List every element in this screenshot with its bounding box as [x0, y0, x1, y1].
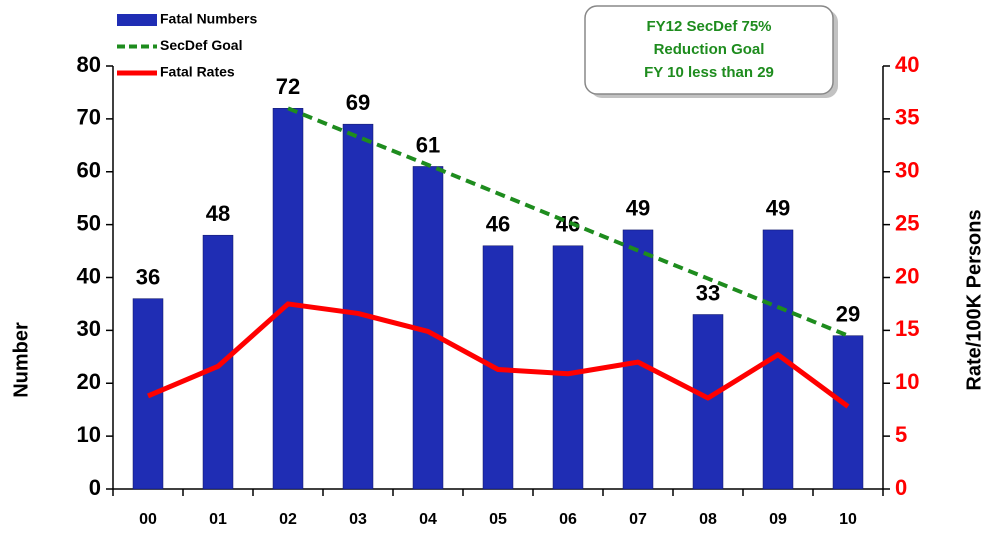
goal-line	[287, 106, 849, 338]
data-label: 49	[626, 196, 650, 221]
rate-line	[147, 301, 850, 409]
data-label: 29	[836, 301, 860, 326]
x-tick-label: 07	[629, 511, 647, 528]
data-label: 36	[136, 264, 160, 289]
bar	[832, 335, 864, 490]
y-tick-label: 20	[77, 369, 101, 394]
y2-tick-label: 10	[895, 369, 919, 394]
y-axis-label: Number	[10, 322, 32, 398]
bar	[692, 314, 724, 490]
y-tick-label: 80	[77, 52, 101, 77]
x-tick-label: 03	[349, 511, 367, 528]
x-tick-label: 05	[489, 511, 507, 528]
y2-tick-label: 15	[895, 316, 919, 341]
bar	[202, 234, 234, 490]
annotation-box: FY12 SecDef 75% Reduction Goal FY 10 les…	[584, 5, 838, 98]
x-tick-label: 09	[769, 511, 787, 528]
x-tick-label: 08	[699, 511, 717, 528]
y2-tick-label: 35	[895, 105, 919, 130]
y2-tick-label: 40	[895, 52, 919, 77]
y-tick-label: 60	[77, 158, 101, 183]
legend-label: SecDef Goal	[160, 37, 242, 53]
y-tick-label: 70	[77, 105, 101, 130]
x-tick-label: 10	[839, 511, 857, 528]
data-label: 48	[206, 201, 230, 226]
y2-tick-label: 30	[895, 158, 919, 183]
data-label: 33	[696, 280, 720, 305]
x-tick-label: 06	[559, 511, 577, 528]
legend-label: Fatal Numbers	[160, 11, 257, 27]
data-label: 72	[276, 74, 300, 99]
legend-label: Fatal Rates	[160, 64, 235, 80]
annotation-line: FY 10 less than 29	[644, 64, 774, 81]
y2-tick-label: 20	[895, 263, 919, 288]
data-label: 69	[346, 90, 370, 115]
y-tick-label: 30	[77, 316, 101, 341]
legend-swatch	[117, 14, 157, 26]
y2-tick-label: 0	[895, 475, 907, 500]
bar	[552, 245, 584, 490]
y-tick-label: 40	[77, 263, 101, 288]
bar	[622, 229, 654, 490]
y-tick-label: 0	[89, 475, 101, 500]
data-label: 49	[766, 196, 790, 221]
y2-tick-label: 5	[895, 422, 907, 447]
annotation-line: FY12 SecDef 75%	[646, 18, 771, 35]
x-tick-label: 01	[209, 511, 227, 528]
y-tick-label: 10	[77, 422, 101, 447]
y2-tick-label: 25	[895, 210, 919, 235]
annotation-line: Reduction Goal	[654, 41, 765, 58]
y-tick-label: 50	[77, 210, 101, 235]
x-tick-label: 02	[279, 511, 297, 528]
x-tick-label: 04	[419, 511, 437, 528]
y2-axis-label: Rate/100K Persons	[963, 209, 985, 390]
data-label: 61	[416, 132, 440, 157]
bar	[342, 123, 374, 490]
bar	[272, 108, 304, 490]
x-tick-label: 00	[139, 511, 157, 528]
data-label: 46	[486, 212, 510, 237]
